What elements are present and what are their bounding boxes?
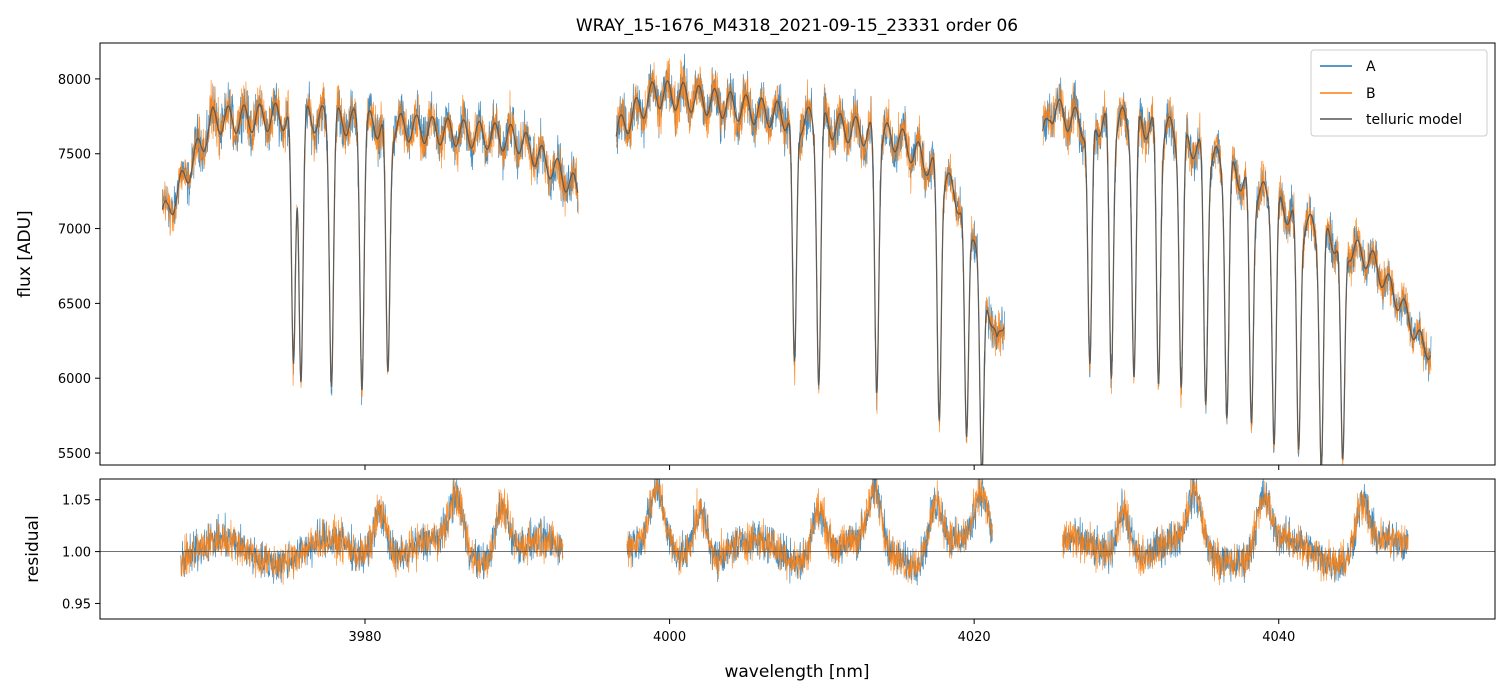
x-tick-label-3: 4040	[1262, 630, 1295, 645]
flux-y-tick-label-5: 8000	[58, 73, 91, 88]
flux-series-b-segment-1	[615, 58, 1005, 465]
residual-y-axis-label: residual	[23, 515, 43, 582]
flux-x-ticks	[364, 465, 1280, 470]
flux-y-axis: 5500 6000 6500 7000 7500 8000	[58, 73, 100, 462]
flux-y-tick-label-4: 7500	[58, 148, 91, 163]
x-tick-label-1: 4000	[653, 630, 686, 645]
residual-series-b-segment-0	[180, 480, 564, 585]
telluric-model-segment-1	[615, 80, 1005, 465]
x-axis-label: wavelength [nm]	[724, 662, 869, 682]
flux-series-b-segment-2	[1042, 82, 1432, 465]
residual-series-b-segment-1	[626, 479, 993, 584]
telluric-model-segment-0	[161, 102, 579, 391]
telluric-model-segment-2	[1042, 98, 1432, 465]
chart-title: WRAY_15-1676_M4318_2021-09-15_23331 orde…	[576, 16, 1018, 36]
flux-series-a-segment-0	[162, 81, 579, 406]
legend: A B telluric model	[1310, 49, 1488, 137]
flux-panel-frame	[99, 42, 1496, 466]
x-tick-label-0: 3980	[348, 630, 381, 645]
residual-plot-area	[100, 479, 1495, 586]
flux-panel: 5500 6000 6500 7000 7500 8000 flux [ADU] A B …	[15, 42, 1496, 470]
residual-x-axis: 3980 4000 4020 4040	[348, 619, 1295, 645]
residual-y-tick-label-2: 1.05	[62, 494, 91, 509]
legend-label-a: A	[1366, 59, 1376, 75]
residual-panel-frame	[99, 478, 1496, 620]
flux-y-axis-label: flux [ADU]	[15, 210, 35, 297]
flux-y-tick-label-2: 6500	[58, 297, 91, 312]
legend-label-telluric: telluric model	[1366, 112, 1462, 128]
residual-y-tick-label-1: 1.00	[62, 546, 91, 561]
legend-frame	[1310, 49, 1488, 137]
x-tick-label-2: 4020	[958, 630, 991, 645]
residual-y-tick-label-0: 0.95	[62, 597, 91, 612]
residual-panel: 0.95 1.00 1.05 3980 4000 4020 4040 residual w…	[23, 478, 1496, 682]
flux-y-tick-label-0: 5500	[58, 447, 91, 462]
flux-y-tick-label-1: 6000	[58, 372, 91, 387]
residual-series-b-segment-2	[1062, 479, 1409, 586]
legend-label-b: B	[1366, 86, 1376, 102]
flux-y-tick-label-3: 7000	[58, 223, 91, 238]
residual-y-axis: 0.95 1.00 1.05	[62, 494, 100, 612]
flux-plot-area	[161, 53, 1432, 465]
